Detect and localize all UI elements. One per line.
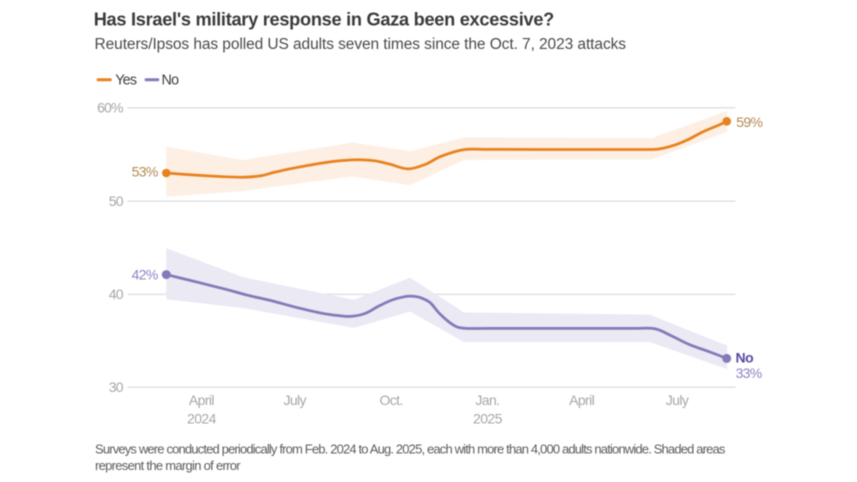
svg-text:July: July	[283, 392, 306, 408]
svg-text:50: 50	[109, 193, 124, 209]
svg-text:2025: 2025	[473, 411, 503, 427]
svg-text:53%: 53%	[132, 164, 158, 180]
svg-text:April: April	[569, 392, 594, 408]
svg-text:April: April	[189, 392, 214, 408]
svg-text:Surveys were conducted periodi: Surveys were conducted periodically from…	[95, 441, 726, 456]
svg-text:40: 40	[109, 286, 124, 302]
svg-text:July: July	[666, 392, 689, 408]
svg-text:59%: 59%	[736, 114, 762, 130]
svg-text:represent the margin of error: represent the margin of error	[95, 458, 241, 473]
svg-text:Yes: Yes	[115, 73, 137, 89]
svg-text:42%: 42%	[132, 267, 158, 283]
svg-text:30: 30	[109, 379, 124, 395]
svg-text:No: No	[736, 349, 754, 365]
svg-text:60%: 60%	[97, 100, 123, 116]
svg-text:Has Israel's military response: Has Israel's military response in Gaza b…	[94, 9, 554, 29]
svg-text:No: No	[162, 73, 180, 89]
svg-text:Oct.: Oct.	[379, 392, 402, 408]
svg-text:Jan.: Jan.	[475, 392, 499, 408]
svg-text:33%: 33%	[736, 365, 762, 381]
svg-text:2024: 2024	[187, 411, 217, 427]
svg-text:Reuters/Ipsos has polled US ad: Reuters/Ipsos has polled US adults seven…	[95, 36, 627, 53]
